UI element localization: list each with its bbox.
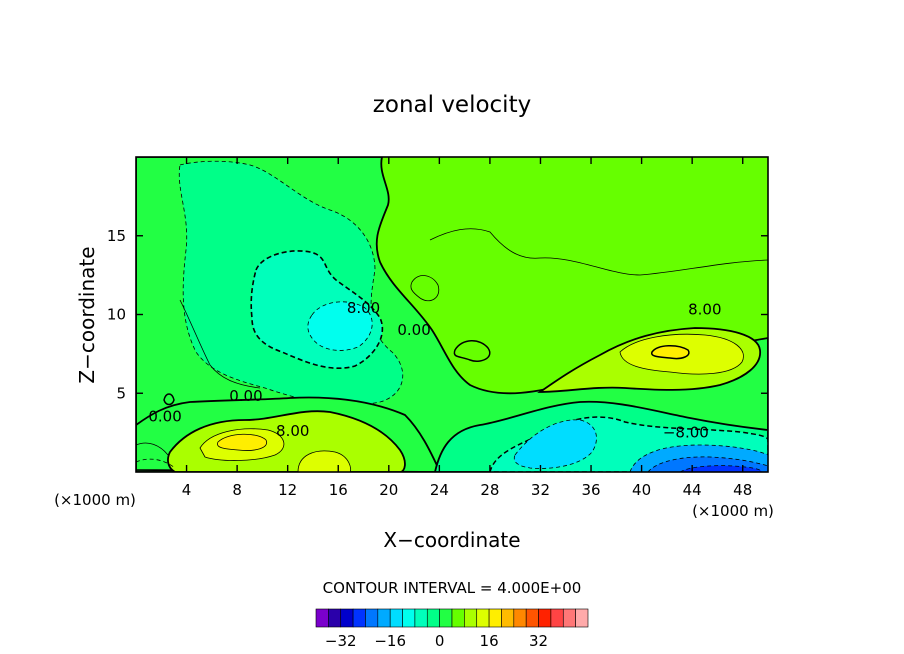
colorbar-swatch (352, 608, 366, 628)
colorbar: −32 −16 0 16 32 (315, 608, 589, 650)
colorbar-swatch (328, 608, 342, 628)
colorbar-swatch (476, 608, 490, 628)
colorbar-swatch (501, 608, 515, 628)
colorbar-swatch (464, 608, 478, 628)
x-tick-label: 44 (683, 481, 702, 499)
chart-title: zonal velocity (373, 92, 531, 118)
colorbar-swatch (389, 608, 403, 628)
x-tick-label: 20 (379, 481, 398, 499)
contour-small-loop-3 (163, 393, 175, 406)
x-tick-label: 32 (531, 481, 550, 499)
y-tick-label: 10 (107, 306, 126, 324)
contour-region-neg24-lowright (679, 465, 763, 472)
contour-fill-layer (136, 157, 768, 472)
contour-label: 8.00 (347, 299, 380, 317)
contour-line-thin-2 (136, 458, 176, 469)
colorbar-tick-label: −32 (325, 632, 357, 650)
contour-region-pos12-b (297, 450, 352, 472)
x-tick-label: 48 (733, 481, 752, 499)
contour-label: 0.00 (397, 321, 430, 339)
contour-label: 0.00 (148, 408, 181, 426)
x-tick-label: 36 (581, 481, 600, 499)
contour-region-pos16-a (217, 433, 268, 451)
colorbar-swatch (439, 608, 453, 628)
y-tick-label: 5 (116, 384, 126, 402)
colorbar-swatch (538, 608, 552, 628)
contour-label: 8.00 (276, 422, 309, 440)
colorbar-swatch (377, 608, 391, 628)
colorbar-swatch (525, 608, 539, 628)
y-tick-label: 15 (107, 227, 126, 245)
colorbar-tick-label: 16 (480, 632, 499, 650)
contour-interval-text: CONTOUR INTERVAL = 4.000E+00 (323, 579, 582, 597)
x-axis: 4 8 12 16 20 24 28 32 36 40 44 48 (182, 157, 752, 499)
contour-label-layer: 0.00 0.00 8.00 8.00 0.00 8.00 −8.00 (148, 299, 721, 441)
y-axis: 5 10 15 (107, 227, 768, 402)
colorbar-swatch (402, 608, 416, 628)
colorbar-swatch (340, 608, 354, 628)
y-axis-label: Z−coordinate (75, 246, 99, 383)
x-tick-label: 24 (430, 481, 449, 499)
contour-region-neg12 (307, 301, 373, 351)
x-tick-label: 8 (232, 481, 242, 499)
colorbar-swatch (365, 608, 379, 628)
colorbar-swatch (550, 608, 564, 628)
colorbar-swatch (451, 608, 465, 628)
contour-small-loop-1 (453, 340, 491, 362)
colorbar-tick-label: 0 (435, 632, 445, 650)
x-tick-label: 4 (182, 481, 192, 499)
x-tick-label: 12 (278, 481, 297, 499)
x-unit-label-right: (×1000 m) (692, 502, 774, 520)
x-tick-label: 16 (329, 481, 348, 499)
contour-line-thin-1 (429, 228, 768, 276)
x-unit-label-left: (×1000 m) (54, 491, 136, 509)
contour-small-loop-2 (410, 275, 440, 302)
colorbar-swatch (575, 608, 589, 628)
colorbar-tick-label: 32 (529, 632, 548, 650)
x-axis-label: X−coordinate (383, 528, 520, 552)
x-tick-label: 40 (632, 481, 651, 499)
colorbar-swatch (414, 608, 428, 628)
colorbar-swatch (426, 608, 440, 628)
colorbar-tick-label: −16 (374, 632, 406, 650)
contour-region-neg12-lowright (513, 419, 597, 469)
colorbar-swatch (513, 608, 527, 628)
contour-line-thin-4 (179, 299, 261, 389)
colorbar-swatch (562, 608, 576, 628)
x-tick-label: 28 (480, 481, 499, 499)
colorbar-swatch (315, 608, 329, 628)
contour-line-thin-3 (136, 442, 169, 456)
contour-label: 8.00 (688, 301, 721, 319)
colorbar-swatch (488, 608, 502, 628)
contour-label: 0.00 (229, 387, 262, 405)
contour-label: −8.00 (663, 423, 709, 441)
contour-region-pos16-right (651, 345, 690, 360)
